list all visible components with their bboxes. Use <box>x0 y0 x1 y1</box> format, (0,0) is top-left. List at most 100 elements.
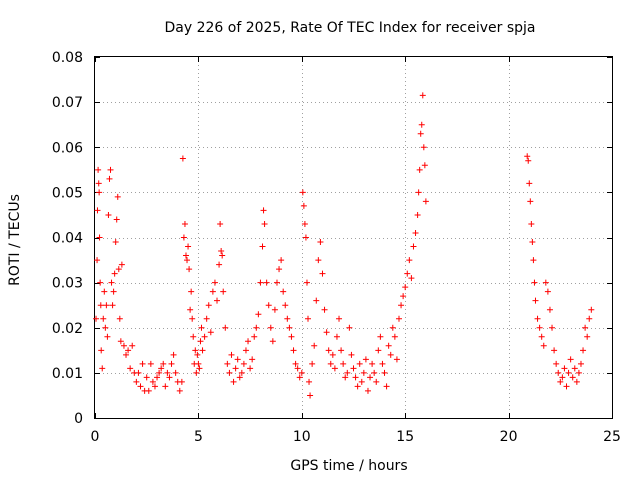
data-point <box>375 347 382 354</box>
data-point <box>269 338 276 345</box>
data-point <box>209 288 216 295</box>
data-point <box>301 220 308 227</box>
data-point <box>96 234 103 241</box>
data-point <box>321 306 328 313</box>
data-point <box>282 302 289 309</box>
data-point <box>102 324 109 331</box>
data-point <box>395 315 402 322</box>
data-point <box>298 369 305 376</box>
data-point <box>303 279 310 286</box>
data-point <box>398 302 405 309</box>
data-point <box>216 261 223 268</box>
x-tick-label: 20 <box>500 429 518 445</box>
y-axis-label: ROTI / TECUs <box>7 194 23 286</box>
data-point <box>571 365 578 372</box>
data-point <box>104 333 111 340</box>
data-point <box>238 369 245 376</box>
data-point <box>113 216 120 223</box>
y-tick-label: 0.01 <box>52 366 83 382</box>
data-point <box>164 369 171 376</box>
x-axis: 0 5 10 15 20 25 <box>91 57 621 445</box>
data-point <box>181 220 188 227</box>
data-point <box>105 211 112 218</box>
data-point <box>182 252 189 259</box>
data-point <box>158 365 165 372</box>
data-point <box>214 297 221 304</box>
data-point <box>162 383 169 390</box>
data-point <box>410 243 417 250</box>
data-point <box>526 180 533 187</box>
data-point <box>362 356 369 363</box>
data-point <box>588 306 595 313</box>
data-point <box>100 315 107 322</box>
data-point <box>536 324 543 331</box>
data-point <box>115 266 122 273</box>
grid <box>95 57 612 418</box>
data-point <box>180 234 187 241</box>
data-point <box>236 374 243 381</box>
data-point <box>199 347 206 354</box>
data-point <box>101 288 108 295</box>
data-point <box>151 383 158 390</box>
data-point <box>240 360 247 367</box>
data-point <box>198 324 205 331</box>
data-point <box>414 211 421 218</box>
data-point <box>331 365 338 372</box>
data-point <box>93 315 100 322</box>
data-point <box>542 279 549 286</box>
data-point <box>373 378 380 385</box>
x-tick-label: 15 <box>396 429 414 445</box>
data-point <box>389 324 396 331</box>
data-point <box>284 315 291 322</box>
data-point <box>315 257 322 264</box>
data-point <box>379 360 386 367</box>
data-point <box>232 365 239 372</box>
data-point <box>145 387 152 394</box>
data-point <box>259 243 266 250</box>
data-point <box>224 360 231 367</box>
data-point <box>325 347 332 354</box>
data-point <box>286 324 293 331</box>
data-point <box>417 130 424 137</box>
data-point <box>253 324 260 331</box>
data-point <box>139 360 146 367</box>
data-point <box>350 365 357 372</box>
data-point <box>393 356 400 363</box>
data-point <box>346 324 353 331</box>
data-point <box>123 351 130 358</box>
data-point <box>420 144 427 151</box>
data-point <box>418 121 425 128</box>
data-point <box>280 288 287 295</box>
data-point <box>217 220 224 227</box>
data-point <box>147 360 154 367</box>
data-point <box>302 234 309 241</box>
data-point <box>532 297 539 304</box>
data-point <box>168 360 175 367</box>
data-point <box>580 347 587 354</box>
data-point <box>137 383 144 390</box>
data-point <box>299 189 306 196</box>
data-point <box>196 365 203 372</box>
data-point <box>319 270 326 277</box>
data-point <box>317 239 324 246</box>
y-tick-label: 0.08 <box>52 50 83 66</box>
data-point <box>385 342 392 349</box>
data-point <box>525 157 532 164</box>
data-point <box>352 374 359 381</box>
data-point <box>306 378 313 385</box>
data-point <box>567 356 574 363</box>
data-point <box>263 279 270 286</box>
data-point <box>557 378 564 385</box>
data-point <box>260 207 267 214</box>
data-point <box>391 333 398 340</box>
x-tick-label: 0 <box>91 429 100 445</box>
data-point <box>421 162 428 169</box>
data-point <box>323 329 330 336</box>
data-point <box>383 383 390 390</box>
data-point <box>186 266 193 273</box>
data-point <box>288 333 295 340</box>
data-point <box>356 360 363 367</box>
data-point <box>172 369 179 376</box>
data-point <box>120 342 127 349</box>
y-tick-label: 0 <box>74 411 83 427</box>
